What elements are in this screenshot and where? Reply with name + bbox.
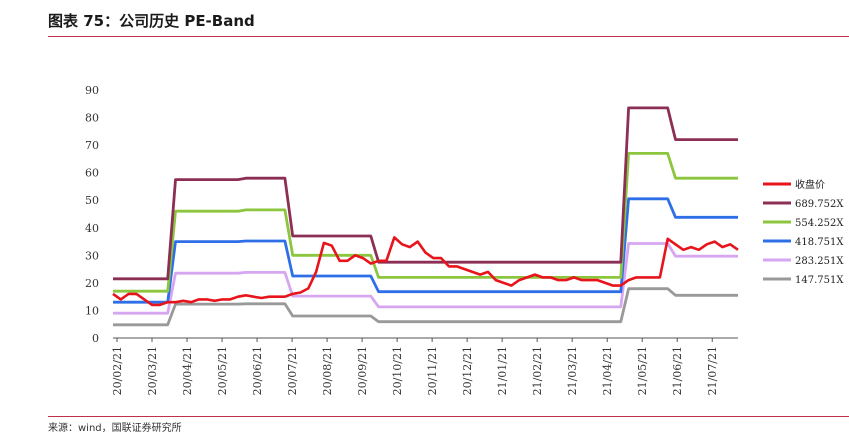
x-tick-label: 21/02/21	[531, 346, 544, 395]
x-tick-label: 20/12/21	[461, 346, 474, 395]
series-line-3	[113, 197, 738, 304]
legend-label: 418.751X	[795, 237, 844, 248]
y-tick-label: 0	[92, 332, 99, 345]
legend-label: 689.752X	[795, 199, 844, 210]
x-tick-label: 21/06/21	[671, 346, 684, 395]
y-tick-label: 20	[85, 277, 99, 290]
source-note: 来源：wind，国联证券研究所	[48, 423, 182, 434]
series-line-0	[112, 236, 739, 307]
x-tick-label: 20/11/21	[426, 346, 439, 395]
x-tick-label: 20/04/21	[181, 346, 194, 395]
x-tick-label: 20/10/21	[391, 346, 404, 395]
chart-axes: 0 10 20 30 40 50 60 70 80 90 20/02/21 20/03/21 20/04…	[85, 84, 738, 395]
y-tick-label: 60	[85, 167, 99, 180]
y-tick-label: 30	[85, 249, 99, 262]
x-tick-label: 21/04/21	[601, 346, 614, 395]
x-tick-label: 20/05/21	[216, 346, 229, 395]
footer-divider	[48, 416, 849, 417]
x-tick-label: 21/05/21	[636, 346, 649, 395]
y-tick-label: 10	[85, 304, 99, 317]
x-tick-label: 20/09/21	[356, 346, 369, 395]
y-tick-label: 90	[85, 84, 99, 97]
x-tick-label: 21/03/21	[566, 346, 579, 395]
x-tick-label: 21/01/21	[496, 346, 509, 395]
y-tick-label: 80	[85, 112, 99, 125]
y-tick-label: 40	[85, 222, 99, 235]
legend-label: 283.251X	[795, 256, 844, 267]
series-line-4	[113, 242, 738, 315]
series-line-2	[113, 151, 738, 293]
title-divider	[48, 36, 849, 37]
figure-title: 图表 75：公司历史 PE-Band	[48, 12, 255, 30]
x-tick-label: 20/02/21	[111, 346, 124, 395]
x-tick-label: 21/07/21	[706, 346, 719, 395]
series-line-5	[113, 287, 738, 327]
y-tick-label: 70	[85, 139, 99, 152]
x-tick-label: 20/03/21	[146, 346, 159, 395]
x-tick-label: 20/08/21	[321, 346, 334, 395]
series-line-1	[113, 106, 738, 281]
legend-label: 147.751X	[795, 275, 844, 286]
legend-label: 收盘价	[795, 178, 825, 191]
legend-label: 554.252X	[795, 218, 844, 229]
y-tick-label: 50	[85, 194, 99, 207]
figure-header: 图表 75：公司历史 PE-Band	[0, 0, 849, 38]
x-tick-label: 20/07/21	[286, 346, 299, 395]
x-tick-label: 20/06/21	[251, 346, 264, 395]
chart-legend: 收盘价 689.752X 554.252X 418.751X 283.251X 147.7…	[763, 178, 844, 286]
chart-series	[112, 106, 739, 327]
